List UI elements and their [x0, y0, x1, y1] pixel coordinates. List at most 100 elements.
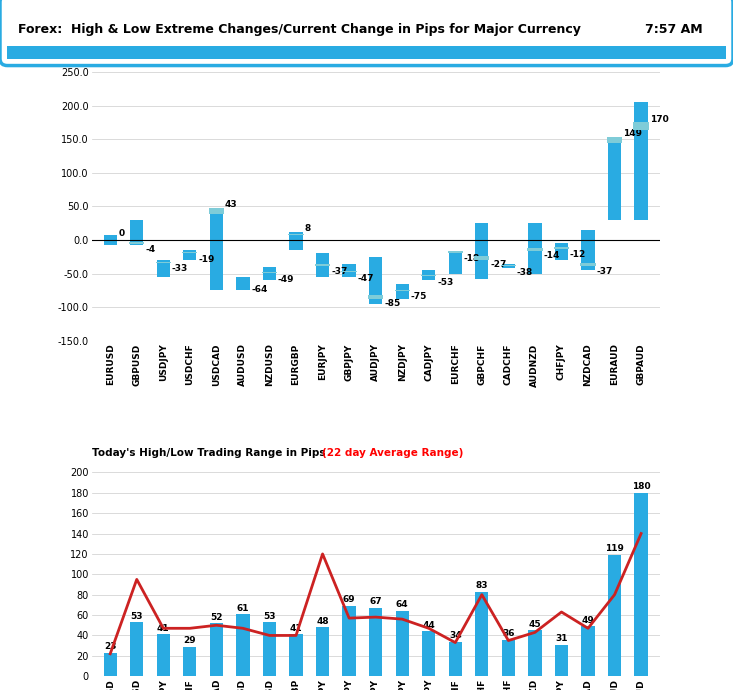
Text: -18: -18	[464, 254, 480, 263]
Bar	[290, 232, 303, 250]
Bar	[527, 248, 542, 251]
Bar	[528, 631, 542, 676]
Text: -47: -47	[358, 273, 374, 283]
Text: -38: -38	[517, 268, 533, 277]
Bar	[396, 611, 409, 676]
Text: 36: 36	[502, 629, 515, 638]
Text: 61: 61	[237, 604, 249, 613]
Text: 23: 23	[104, 642, 117, 651]
Text: Tomorrow's Conventional Wisdom Today.: Tomorrow's Conventional Wisdom Today.	[535, 58, 678, 64]
Bar	[368, 295, 383, 299]
Bar	[183, 647, 196, 676]
Bar	[263, 267, 276, 280]
Bar	[103, 235, 117, 246]
Text: -12: -12	[570, 250, 586, 259]
Bar	[236, 614, 249, 676]
Bar	[421, 275, 436, 276]
Bar	[288, 234, 303, 235]
Bar	[555, 244, 568, 260]
Bar	[210, 623, 223, 676]
Bar	[581, 230, 594, 270]
Text: -85: -85	[384, 299, 400, 308]
Bar	[130, 622, 144, 676]
Text: -19: -19	[199, 255, 215, 264]
Text: fore: fore	[535, 37, 572, 55]
Text: 170: 170	[649, 115, 668, 124]
Text: 41: 41	[290, 624, 302, 633]
Bar	[103, 239, 118, 240]
Text: 31: 31	[555, 634, 568, 643]
Bar	[581, 627, 594, 676]
Text: 29: 29	[183, 636, 196, 645]
Text: 34: 34	[449, 631, 462, 640]
Text: -75: -75	[410, 293, 427, 302]
Bar	[342, 264, 356, 277]
Bar	[209, 208, 224, 214]
Bar	[263, 622, 276, 676]
Bar	[342, 271, 357, 272]
Text: -27: -27	[490, 260, 507, 269]
Text: 43: 43	[225, 200, 237, 209]
Text: 45: 45	[528, 620, 541, 629]
Bar	[475, 591, 488, 676]
Bar	[316, 253, 329, 277]
Text: -53: -53	[438, 277, 454, 286]
Text: 180: 180	[632, 482, 650, 491]
Bar	[129, 241, 144, 244]
Text: -64: -64	[251, 285, 268, 294]
Text: Forex:  High & Low Extreme Changes/Current Change in Pips for Major Currency: Forex: High & Low Extreme Changes/Curren…	[18, 23, 581, 36]
Bar	[422, 631, 435, 676]
Bar	[369, 257, 383, 304]
Bar	[475, 224, 488, 279]
Text: 119: 119	[605, 544, 624, 553]
Text: 8: 8	[304, 224, 311, 233]
Bar	[422, 270, 435, 280]
Text: -37: -37	[331, 267, 347, 276]
Text: -49: -49	[278, 275, 295, 284]
Bar	[607, 137, 622, 143]
Bar	[315, 264, 330, 266]
Bar	[555, 644, 568, 676]
Bar	[448, 251, 463, 253]
Bar	[608, 139, 621, 220]
Bar	[236, 277, 249, 290]
Bar	[502, 640, 515, 676]
Text: 7:57 AM: 7:57 AM	[645, 23, 703, 36]
Bar	[157, 634, 170, 676]
Bar	[635, 493, 648, 676]
Text: 83: 83	[476, 581, 488, 590]
Bar	[394, 290, 410, 291]
Bar	[396, 284, 409, 299]
Text: -4: -4	[145, 245, 155, 254]
Bar	[633, 122, 649, 130]
Bar	[502, 264, 515, 268]
Text: High Change/ Low Change/ Current Change vs. Yesterday's Close (in Pips): High Change/ Low Change/ Current Change …	[92, 45, 525, 55]
Text: (22 day Average Range): (22 day Average Range)	[322, 448, 463, 458]
Text: 44: 44	[422, 621, 435, 630]
Bar	[183, 250, 196, 260]
Text: 69: 69	[343, 595, 356, 604]
Bar	[581, 264, 596, 266]
Bar	[290, 634, 303, 676]
Text: -14: -14	[543, 251, 560, 260]
Bar	[528, 224, 542, 273]
Bar	[342, 606, 356, 676]
Bar	[635, 102, 648, 220]
Text: X: X	[559, 35, 573, 53]
Text: 53: 53	[263, 611, 276, 621]
Bar	[157, 260, 170, 277]
Text: -33: -33	[172, 264, 188, 273]
Text: 67: 67	[369, 598, 382, 607]
Text: 48: 48	[316, 617, 329, 626]
Text: 41: 41	[157, 624, 169, 633]
Text: 52: 52	[210, 613, 223, 622]
Bar	[155, 262, 171, 263]
Bar	[316, 627, 329, 676]
Text: 64: 64	[396, 600, 408, 609]
Text: -37: -37	[597, 267, 613, 276]
Text: 49: 49	[582, 615, 594, 624]
Text: 53: 53	[130, 611, 143, 621]
Text: live: live	[570, 37, 603, 55]
Text: Today's High/Low Trading Range in Pips: Today's High/Low Trading Range in Pips	[92, 448, 328, 458]
Bar	[369, 608, 383, 676]
